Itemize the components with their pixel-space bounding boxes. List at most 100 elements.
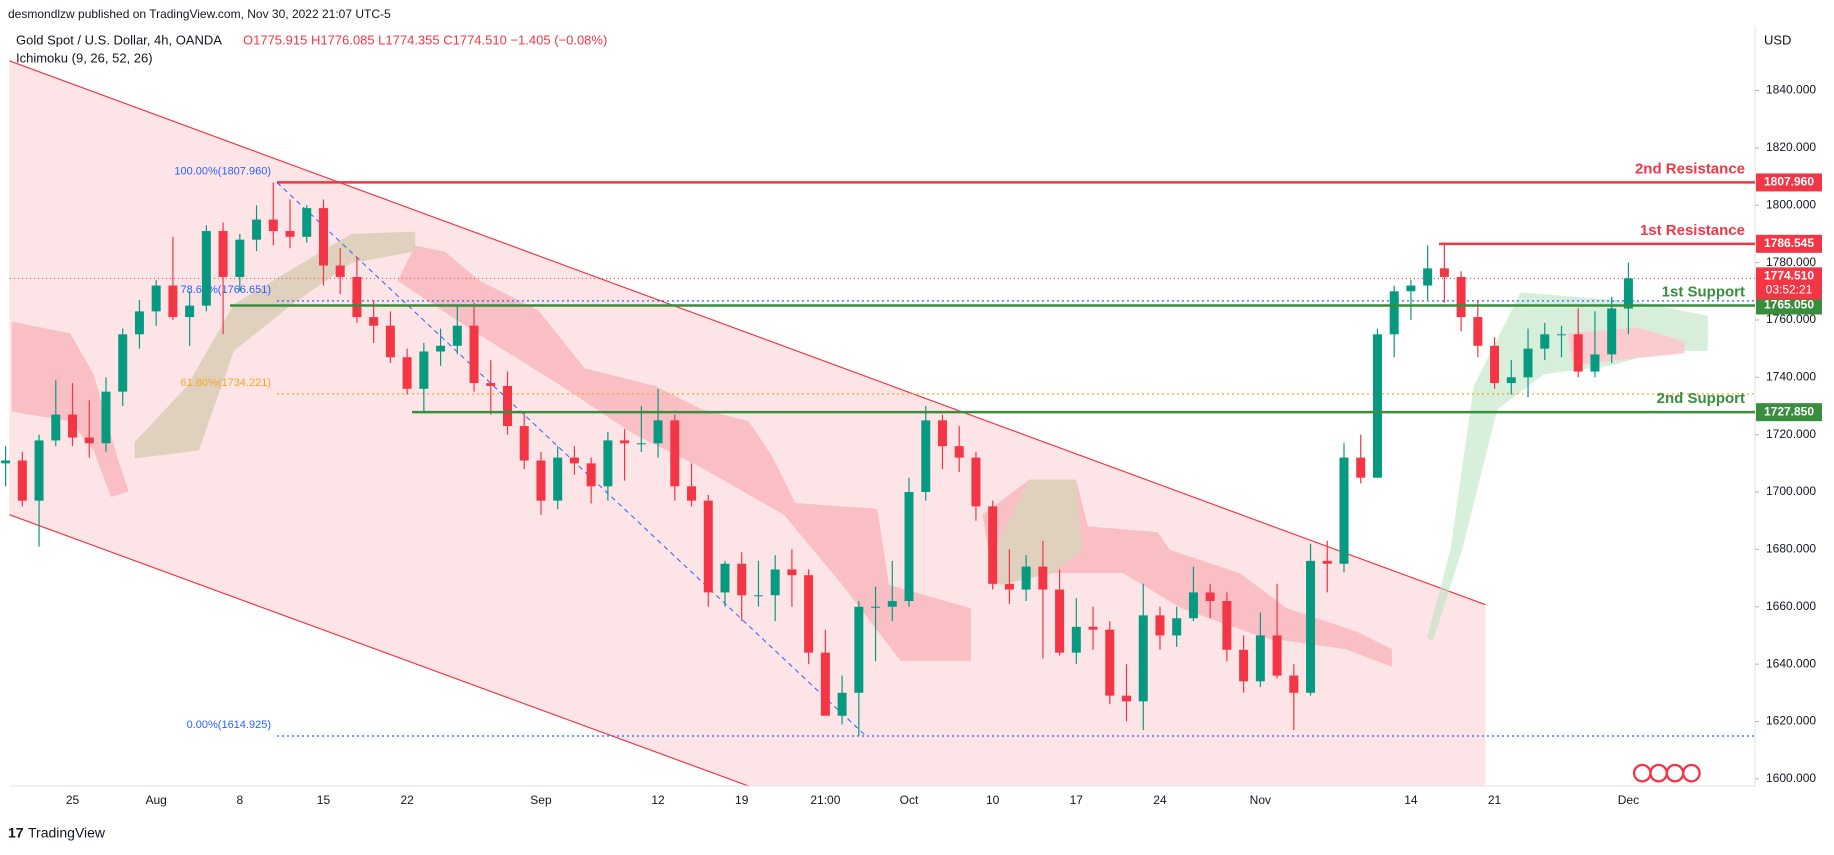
- cloud: [134, 231, 416, 459]
- price-tag: [1756, 403, 1822, 422]
- event-icons: [1632, 763, 1701, 783]
- candle-body: [168, 285, 178, 318]
- candle-body: [787, 569, 797, 576]
- candle-body: [1004, 583, 1014, 590]
- x-tick-label: Oct: [900, 793, 919, 807]
- candle-body: [988, 506, 998, 584]
- x-tick-label: 10: [986, 793, 1000, 807]
- candle-body: [469, 325, 479, 384]
- candle-body: [185, 305, 195, 318]
- candle-body: [17, 460, 27, 501]
- fib-label: 0.00%(1614.925): [187, 719, 271, 731]
- candle-body: [34, 440, 44, 501]
- candle-body: [1055, 589, 1065, 653]
- y-tick-label: 1600.000: [1766, 771, 1816, 785]
- event-icon: [1649, 763, 1668, 783]
- candle-body: [1188, 592, 1198, 619]
- price-tag-label: 1807.960: [1764, 175, 1814, 189]
- candle-body: [134, 311, 144, 335]
- x-tick-label: 24: [1153, 793, 1167, 807]
- candle-body: [252, 219, 262, 240]
- candle-body: [670, 420, 680, 487]
- y-tick-label: 1640.000: [1766, 656, 1816, 670]
- x-tick-label: Nov: [1250, 793, 1271, 807]
- y-tick-label: 1760.000: [1766, 312, 1816, 326]
- price-tag: [1756, 234, 1822, 253]
- x-tick-label: 15: [317, 793, 331, 807]
- y-tick-label: 1780.000: [1766, 255, 1816, 269]
- candle-body: [84, 437, 94, 444]
- candle-body: [1272, 635, 1282, 676]
- candle-body: [620, 440, 630, 444]
- candle-body: [486, 383, 496, 386]
- candle-body: [68, 414, 78, 438]
- candle-body: [1372, 334, 1382, 478]
- level-name: 2nd Resistance: [1635, 160, 1745, 177]
- price-tag-label: 1774.510: [1764, 269, 1814, 283]
- candle-body: [887, 601, 897, 607]
- candle-body: [318, 208, 328, 266]
- x-tick-label: 8: [236, 793, 243, 807]
- candle-body: [218, 231, 228, 277]
- candle-body: [1255, 635, 1265, 682]
- candle-body: [770, 569, 780, 596]
- candle-body: [1205, 592, 1215, 602]
- channel-upper: [9, 60, 1486, 606]
- candle-body: [569, 457, 579, 464]
- fib-label: 100.00%(1807.960): [174, 165, 271, 177]
- candle-body: [402, 357, 412, 389]
- candle-body: [921, 420, 931, 493]
- y-tick-label: 1700.000: [1766, 484, 1816, 498]
- event-icon: [1632, 763, 1652, 783]
- level-name: 2nd Support: [1657, 390, 1745, 407]
- candle-body: [1406, 285, 1416, 292]
- price-tag: [1756, 296, 1822, 315]
- y-tick-label: 1740.000: [1766, 369, 1816, 383]
- candle-body: [536, 460, 546, 501]
- candle-body: [1490, 345, 1500, 384]
- candle-body: [553, 457, 563, 501]
- candle-body: [837, 692, 847, 716]
- x-tick-label: 25: [66, 793, 80, 807]
- y-tick-label: 1820.000: [1766, 140, 1816, 154]
- candle-body: [1540, 334, 1550, 349]
- candle-body: [1523, 348, 1533, 378]
- candle-body: [503, 385, 512, 427]
- candle-body: [1456, 276, 1466, 318]
- price-tag-label: 1765.050: [1764, 298, 1814, 312]
- candle-body: [151, 285, 161, 312]
- level-name: 1st Support: [1662, 283, 1745, 300]
- candle-body: [1473, 317, 1483, 346]
- candle-body: [871, 606, 881, 608]
- x-tick-label: 12: [651, 793, 665, 807]
- candle-body: [1088, 626, 1098, 630]
- candle-body: [1172, 618, 1182, 636]
- candle-body: [1439, 268, 1449, 277]
- candle-body: [1071, 626, 1081, 653]
- price-tag: [1756, 267, 1822, 300]
- candle-body: [335, 265, 345, 277]
- candle-body: [636, 443, 646, 445]
- publisher: desmondlzw published on TradingView.com,…: [8, 7, 391, 21]
- event-icon: [1682, 763, 1701, 783]
- indicator: Ichimoku (9, 26, 52, 26): [16, 50, 153, 65]
- candle-body: [1339, 457, 1349, 564]
- candle-body: [285, 231, 295, 237]
- candle-body: [737, 563, 747, 596]
- candle-body: [1607, 308, 1617, 355]
- candle-body: [369, 317, 379, 326]
- candle-body: [1138, 615, 1148, 702]
- y-tick-label: 1620.000: [1766, 714, 1816, 728]
- candle-body: [603, 440, 613, 487]
- x-tick-label: Sep: [530, 793, 552, 807]
- candle-body: [753, 595, 763, 597]
- candle-body: [703, 500, 713, 593]
- candle-body: [1306, 560, 1316, 693]
- candle-body: [1556, 334, 1566, 336]
- candle-body: [419, 351, 429, 389]
- candle-body: [268, 219, 278, 232]
- cloud: [11, 321, 129, 498]
